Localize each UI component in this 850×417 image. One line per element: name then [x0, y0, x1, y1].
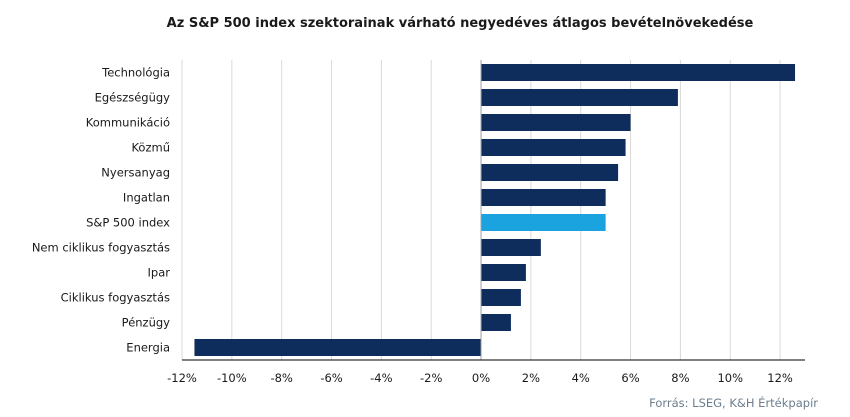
category-label: Nyersanyag — [101, 166, 170, 180]
category-label: Közmű — [131, 141, 170, 155]
x-tick-label: -6% — [320, 371, 342, 385]
category-label: Ipar — [148, 266, 171, 280]
x-tick-label: -12% — [167, 371, 197, 385]
source-note: Forrás: LSEG, K&H Értékpapír — [649, 396, 818, 410]
category-label: Nem ciklikus fogyasztás — [32, 241, 170, 255]
bar — [481, 289, 521, 306]
category-label: S&P 500 index — [86, 216, 170, 230]
bar — [481, 64, 796, 81]
category-label: Ciklikus fogyasztás — [61, 291, 170, 305]
category-label: Ingatlan — [123, 191, 170, 205]
bar — [481, 164, 619, 181]
bar — [481, 139, 626, 156]
bar — [481, 239, 541, 256]
x-tick-label: -8% — [270, 371, 292, 385]
x-tick-label: 6% — [621, 371, 639, 385]
x-tick-label: 0% — [472, 371, 490, 385]
x-tick-label: 12% — [767, 371, 793, 385]
category-label: Technológia — [101, 66, 170, 80]
x-tick-label: -4% — [370, 371, 392, 385]
category-label: Egészségügy — [95, 91, 171, 105]
x-tick-label: -10% — [217, 371, 247, 385]
chart-title: Az S&P 500 index szektorainak várható ne… — [166, 16, 754, 31]
category-label: Pénzügy — [122, 316, 171, 330]
bar — [481, 214, 606, 231]
x-tick-label: 2% — [522, 371, 540, 385]
x-tick-label: 10% — [717, 371, 743, 385]
bar — [481, 314, 511, 331]
bar — [481, 89, 678, 106]
x-tick-label: -2% — [420, 371, 442, 385]
x-tick-label: 4% — [572, 371, 590, 385]
bar — [481, 189, 606, 206]
x-tick-label: 8% — [671, 371, 689, 385]
bar — [194, 339, 482, 356]
category-label: Kommunikáció — [86, 116, 170, 130]
bar — [481, 264, 526, 281]
category-label: Energia — [126, 341, 170, 355]
bar — [481, 114, 631, 131]
